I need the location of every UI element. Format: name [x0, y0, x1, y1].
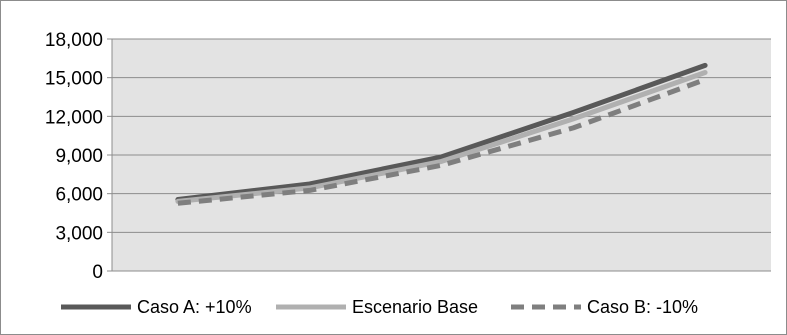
y-tick-label: 12,000 — [45, 107, 103, 128]
y-tick-label: 9,000 — [55, 146, 103, 167]
legend-label: Caso A: +10% — [137, 297, 252, 317]
y-tick-label: 18,000 — [45, 30, 103, 51]
legend-label: Escenario Base — [352, 297, 478, 317]
y-tick-label: 0 — [92, 262, 103, 283]
series-line-0 — [175, 62, 708, 202]
y-tick-label: 15,000 — [45, 69, 103, 90]
legend-label: Caso B: -10% — [587, 297, 698, 317]
y-tick-label: 6,000 — [55, 185, 103, 206]
y-tick-label: 3,000 — [55, 223, 103, 244]
series-line-2 — [177, 77, 706, 206]
